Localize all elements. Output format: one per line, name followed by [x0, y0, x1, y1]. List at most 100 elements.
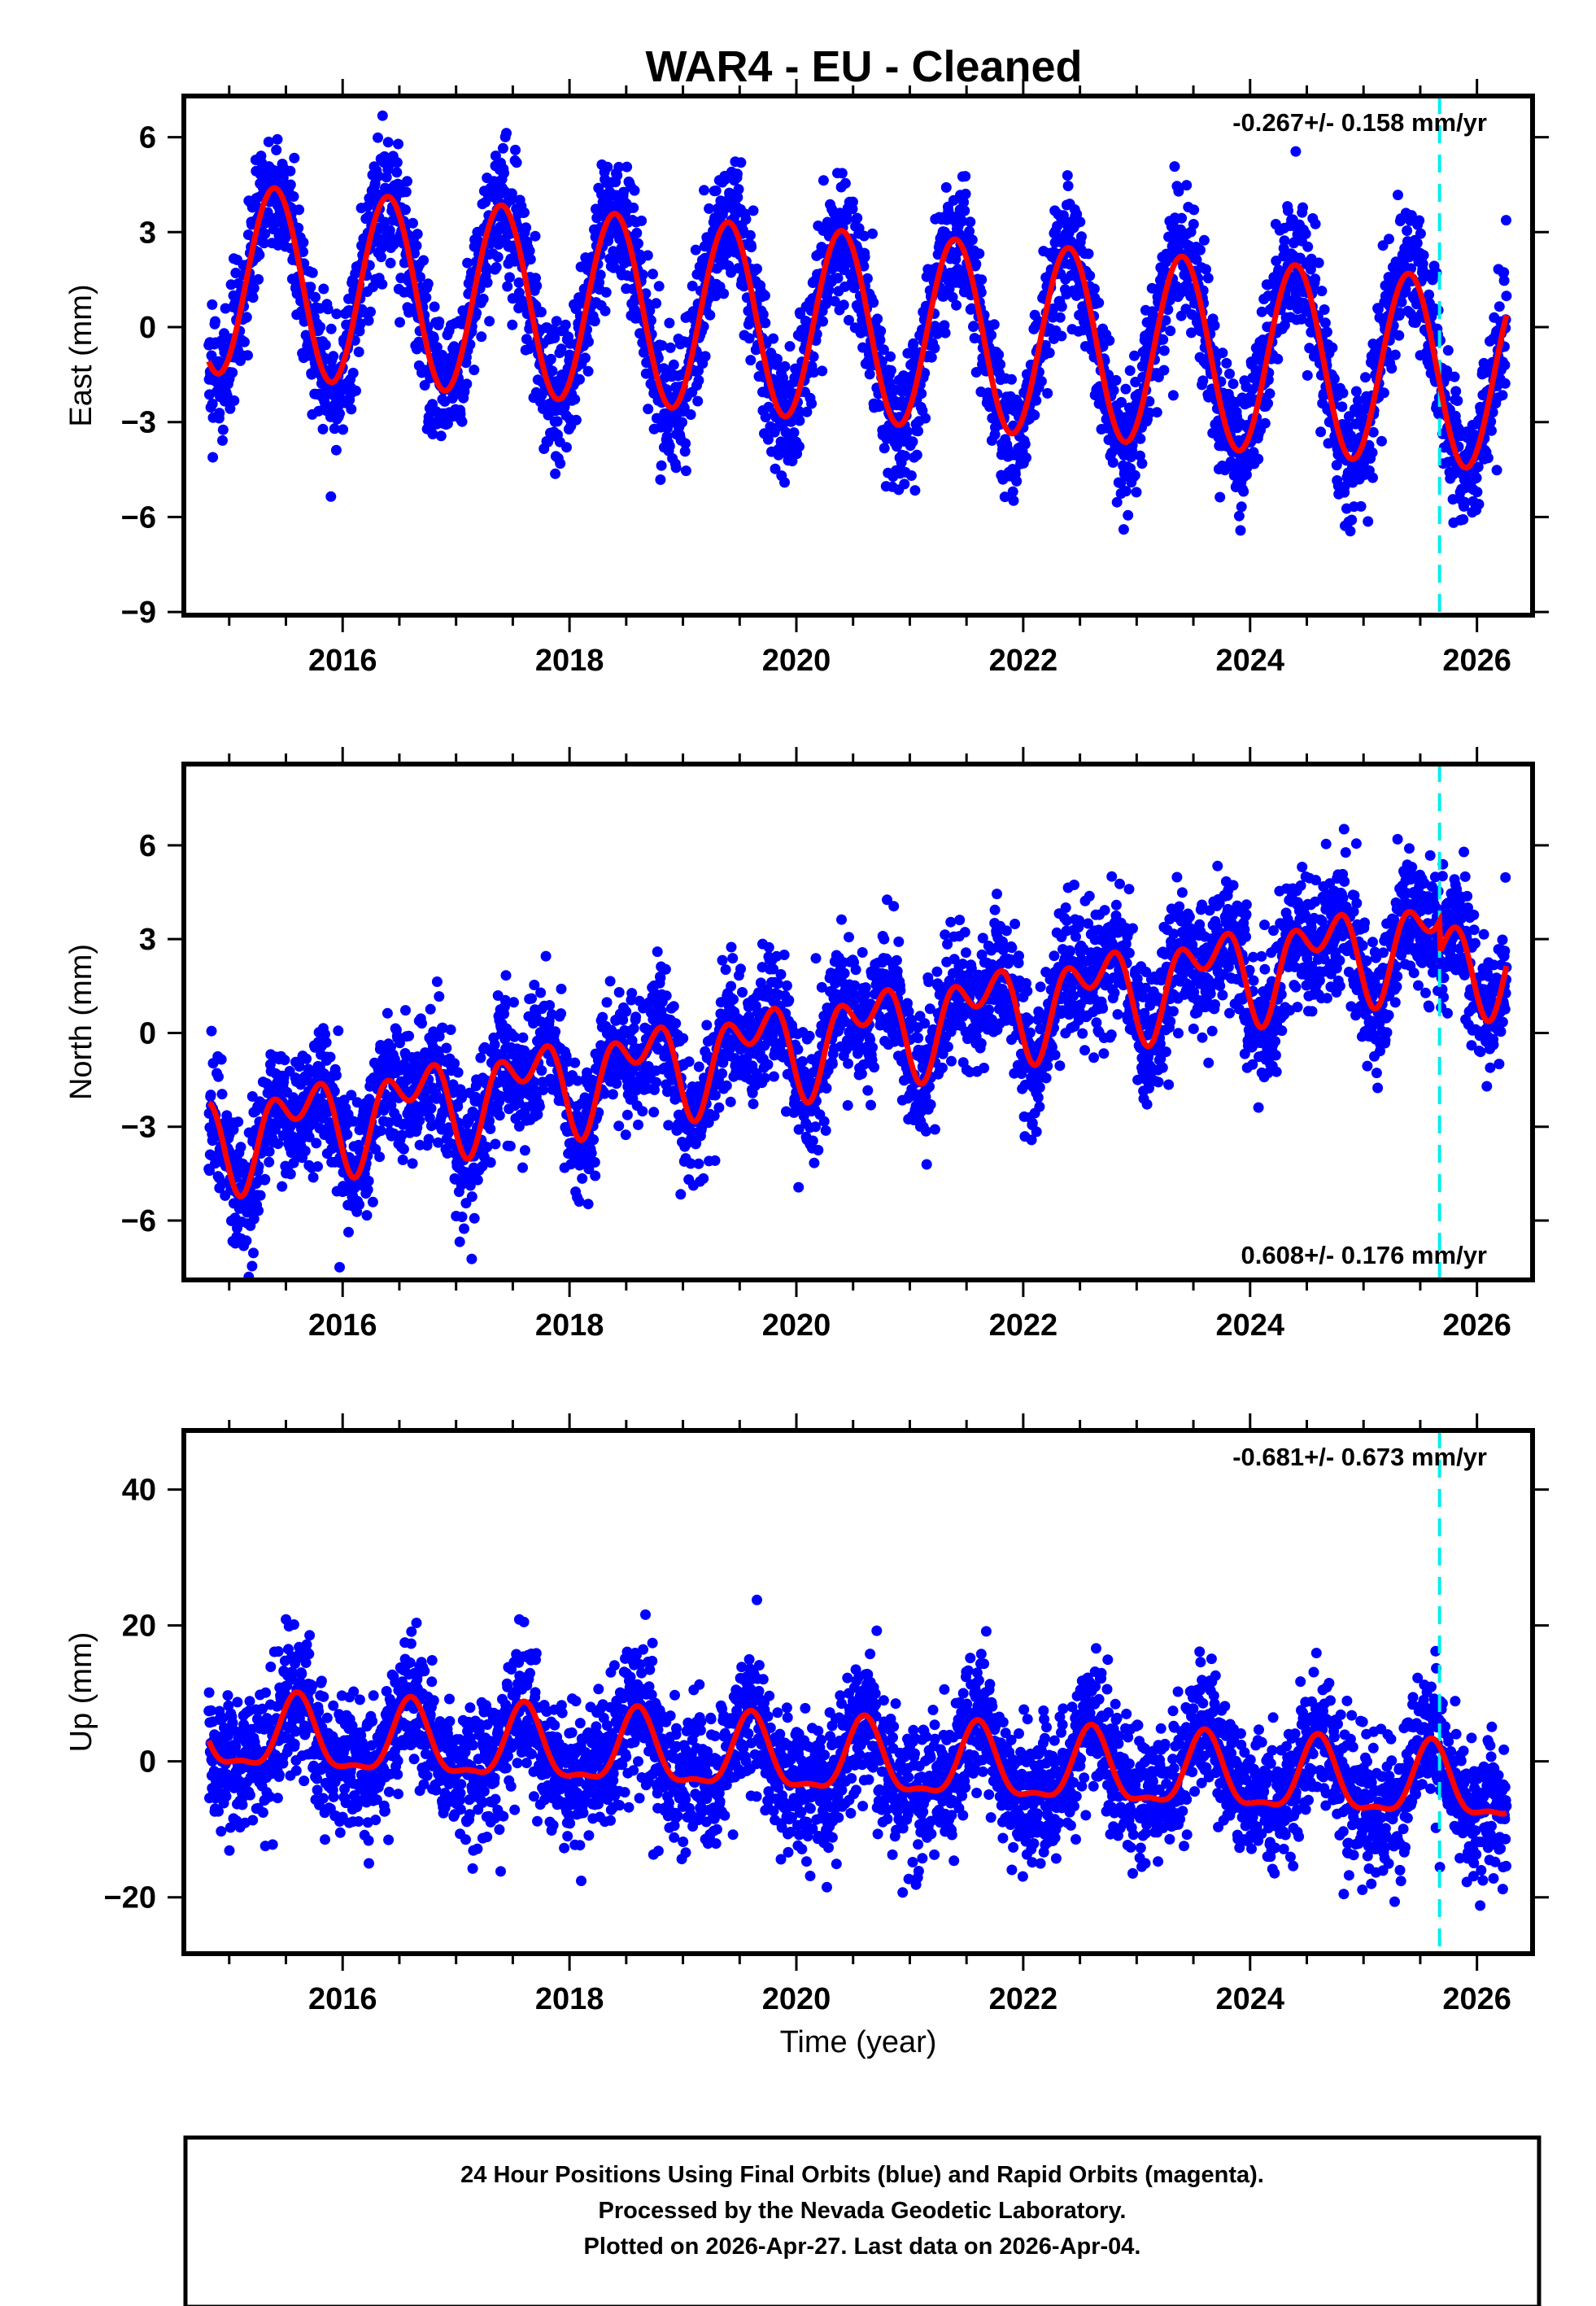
- data-point: [970, 259, 982, 269]
- data-point: [1305, 264, 1316, 275]
- data-point: [285, 1168, 296, 1180]
- data-point: [648, 269, 658, 280]
- data-point: [225, 403, 236, 414]
- data-point: [315, 321, 326, 333]
- data-point: [940, 327, 951, 338]
- x-tick-label: 2020: [762, 644, 831, 678]
- data-point: [1047, 312, 1058, 323]
- data-point: [1316, 286, 1328, 297]
- data-point: [940, 181, 952, 193]
- data-point: [602, 161, 613, 173]
- data-point: [312, 1161, 323, 1173]
- data-point: [678, 402, 690, 413]
- data-point: [227, 367, 238, 378]
- data-point: [968, 321, 979, 332]
- data-point: [333, 1025, 344, 1037]
- data-point: [1111, 496, 1123, 508]
- data-point: [216, 1054, 227, 1065]
- data-point: [408, 217, 418, 229]
- data-point: [534, 1101, 545, 1112]
- data-point: [643, 404, 654, 415]
- data-point: [517, 1032, 529, 1043]
- data-point: [374, 1151, 386, 1163]
- data-point: [583, 336, 594, 347]
- data-point: [552, 416, 563, 427]
- data-point: [346, 404, 357, 415]
- data-point: [964, 225, 975, 237]
- data-point: [1084, 270, 1096, 282]
- data-point: [331, 308, 342, 320]
- data-point: [524, 245, 535, 256]
- data-point: [752, 263, 762, 274]
- data-point: [1197, 375, 1209, 387]
- data-point: [311, 1138, 322, 1149]
- data-point: [1498, 275, 1510, 286]
- data-point: [435, 430, 447, 442]
- data-point: [559, 401, 570, 412]
- data-point: [501, 128, 512, 139]
- data-point: [1310, 218, 1321, 229]
- data-point: [1011, 475, 1023, 487]
- data-point: [746, 242, 757, 253]
- data-point: [1300, 228, 1311, 239]
- data-point: [786, 416, 797, 427]
- data-point: [905, 470, 917, 481]
- data-point: [655, 474, 666, 485]
- data-point: [1062, 170, 1073, 181]
- data-point: [1337, 387, 1349, 399]
- data-point: [459, 1223, 469, 1234]
- data-point: [205, 1090, 216, 1101]
- data-point: [519, 207, 530, 218]
- data-point: [481, 264, 492, 276]
- data-point: [1315, 426, 1327, 438]
- data-point: [569, 394, 581, 405]
- data-point: [1337, 401, 1348, 413]
- data-point: [560, 319, 571, 330]
- data-point: [957, 216, 968, 227]
- data-point: [1393, 330, 1405, 341]
- data-point: [264, 1146, 275, 1157]
- data-point: [263, 136, 274, 147]
- data-point: [233, 1116, 244, 1128]
- data-point: [1290, 146, 1302, 157]
- data-point: [1343, 411, 1354, 422]
- data-point: [885, 365, 896, 376]
- data-point: [330, 444, 342, 456]
- data-point: [636, 215, 648, 226]
- data-point: [1297, 202, 1308, 213]
- data-point: [321, 1037, 332, 1048]
- data-point: [1214, 491, 1226, 503]
- data-point: [1221, 357, 1232, 369]
- data-point: [885, 351, 896, 362]
- data-point: [668, 359, 679, 370]
- data-point: [485, 1123, 496, 1134]
- data-point: [947, 291, 958, 303]
- data-point: [466, 1191, 477, 1203]
- data-point: [393, 138, 403, 150]
- data-point: [334, 408, 345, 419]
- data-point: [966, 234, 978, 246]
- data-point: [492, 251, 504, 263]
- data-point: [317, 423, 329, 435]
- data-point: [735, 157, 747, 168]
- data-point: [1499, 360, 1511, 371]
- data-point: [556, 343, 567, 355]
- data-point: [595, 269, 606, 281]
- data-point: [1191, 254, 1202, 265]
- data-point: [1283, 205, 1293, 216]
- data-point: [1131, 487, 1142, 498]
- data-point: [1129, 350, 1140, 361]
- data-point: [731, 168, 743, 180]
- data-point: [363, 1175, 374, 1186]
- data-point: [550, 468, 561, 479]
- data-point: [294, 204, 305, 216]
- east-y-axis-label: East (mm): [64, 284, 98, 426]
- data-point: [680, 465, 691, 477]
- data-point: [1029, 409, 1040, 421]
- data-point: [547, 324, 559, 335]
- data-point: [425, 1003, 436, 1015]
- data-point: [502, 281, 513, 292]
- data-point: [612, 170, 623, 181]
- data-point: [248, 282, 259, 294]
- data-point: [355, 318, 366, 330]
